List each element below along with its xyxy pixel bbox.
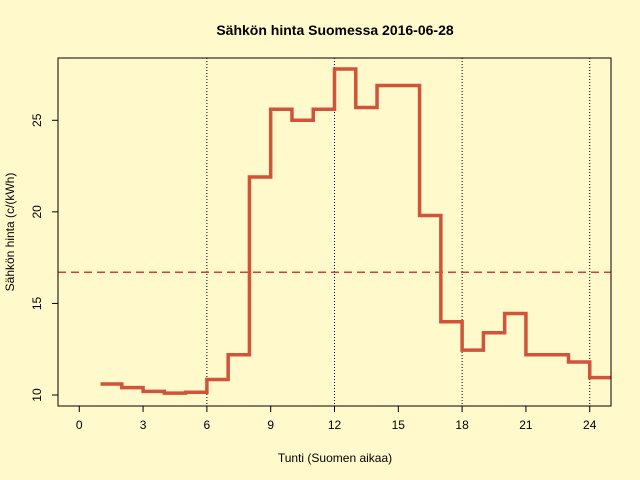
x-tick-label-12: 12 (328, 418, 342, 432)
x-tick-label-18: 18 (455, 418, 469, 432)
x-tick-label-0: 0 (76, 418, 83, 432)
x-tick-label-6: 6 (204, 418, 211, 432)
price-series-line (100, 67, 611, 395)
chart-title: Sähkön hinta Suomessa 2016-06-28 (216, 22, 454, 38)
x-tick-label-9: 9 (267, 418, 274, 432)
axes (52, 57, 612, 412)
y-tick-label-25: 25 (30, 113, 44, 127)
x-tick-label-15: 15 (392, 418, 406, 432)
plot-area (58, 58, 611, 406)
x-tick-label-24: 24 (583, 418, 597, 432)
x-tick-label-21: 21 (519, 418, 533, 432)
y-tick-label-20: 20 (30, 205, 44, 219)
y-tick-label-10: 10 (30, 388, 44, 402)
y-tick-label-15: 15 (30, 296, 44, 310)
y-axis-label: Sähkön hinta (c/(kWh) (3, 173, 17, 292)
x-axis-label: Tunti (Suomen aikaa) (278, 451, 392, 465)
x-tick-label-3: 3 (140, 418, 147, 432)
axis-labels: 0 3 6 9 12 15 18 21 24 10 15 20 25 (30, 113, 597, 432)
